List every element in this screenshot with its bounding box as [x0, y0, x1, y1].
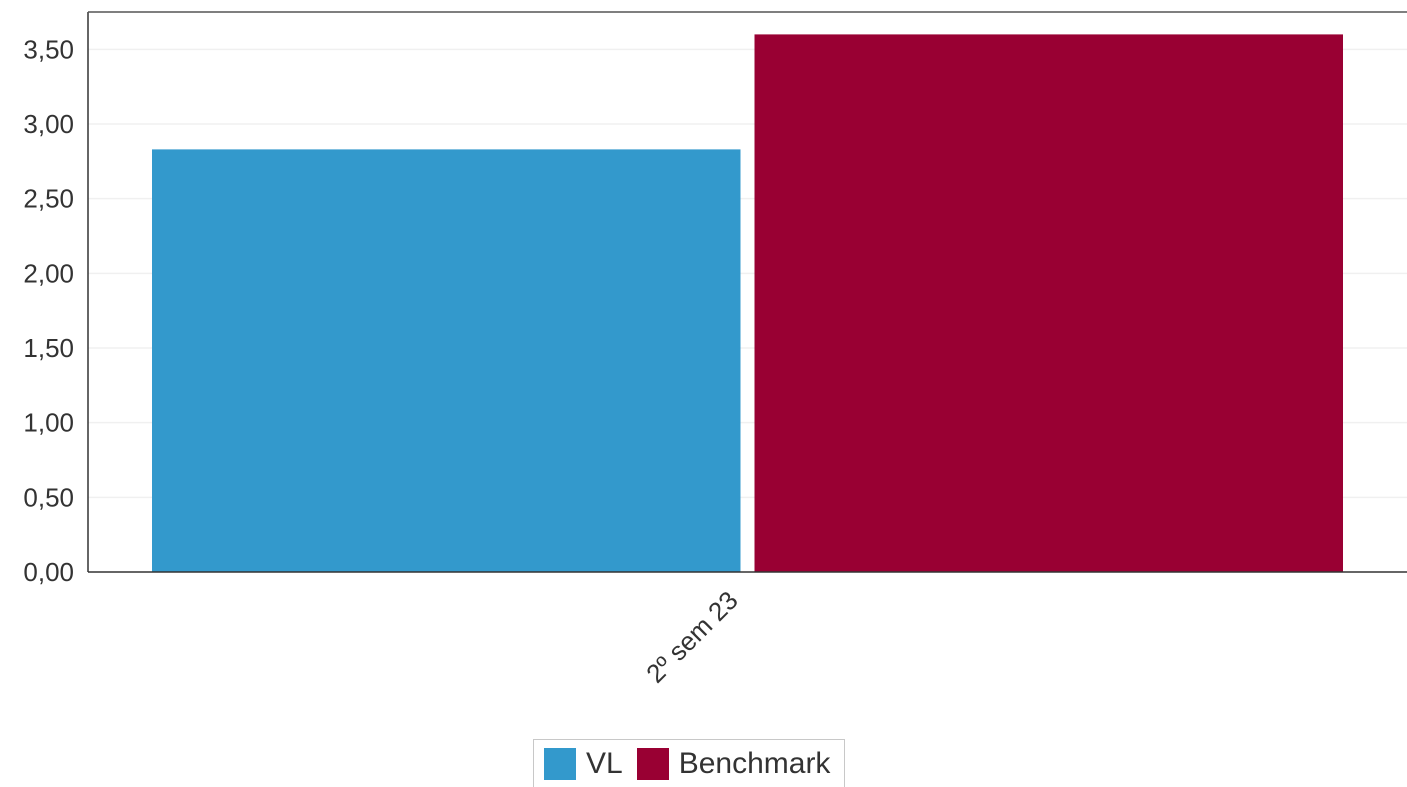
y-axis-ticks: 0,00 0,50 1,00 1,50 2,00 2,50 3,00 3,50: [23, 34, 74, 587]
y-tick-label: 0,50: [23, 482, 74, 512]
bar-benchmark[interactable]: [754, 34, 1344, 572]
legend: VL Benchmark: [533, 739, 846, 787]
y-tick-label: 0,00: [23, 557, 74, 587]
y-tick-label: 2,00: [23, 258, 74, 288]
legend-swatch-benchmark: [636, 747, 669, 780]
x-tick-label: 2º sem 23: [640, 585, 744, 689]
legend-item-vl[interactable]: VL: [544, 747, 623, 781]
y-tick-label: 2,50: [23, 184, 74, 214]
legend-label-vl: VL: [586, 746, 623, 780]
bar-vl[interactable]: [152, 149, 741, 573]
y-tick-label: 1,50: [23, 333, 74, 363]
bar-chart: 0,00 0,50 1,00 1,50 2,00 2,50 3,00 3,50 2º sem …: [23, 11, 1407, 689]
y-tick-label: 1,00: [23, 408, 74, 438]
legend-item-benchmark[interactable]: Benchmark: [636, 746, 831, 781]
y-tick-label: 3,00: [23, 109, 74, 139]
legend-swatch-vl: [544, 747, 576, 780]
x-axis-ticks: 2º sem 23: [640, 585, 744, 689]
y-tick-label: 3,50: [23, 34, 74, 64]
bars: [152, 34, 1344, 573]
legend-label-benchmark: Benchmark: [678, 746, 831, 780]
